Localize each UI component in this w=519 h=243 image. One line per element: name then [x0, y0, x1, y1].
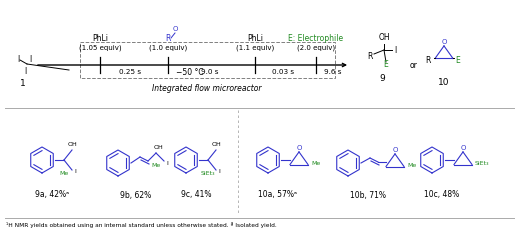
Text: O: O	[441, 39, 447, 45]
Text: Me: Me	[311, 160, 320, 165]
Text: 0.25 s: 0.25 s	[119, 69, 141, 75]
Text: I: I	[24, 67, 26, 76]
Bar	[80, 42, 335, 78]
Text: I: I	[218, 168, 220, 174]
Text: E: E	[384, 60, 388, 69]
Text: O: O	[296, 145, 302, 151]
Text: 9.6 s: 9.6 s	[324, 69, 342, 75]
Text: O: O	[460, 145, 466, 151]
Text: R: R	[166, 34, 171, 43]
Text: 9b, 62%: 9b, 62%	[120, 191, 152, 200]
Text: OH: OH	[211, 142, 221, 147]
Text: E: E	[456, 55, 460, 64]
Text: I: I	[166, 160, 168, 165]
Text: R: R	[425, 55, 431, 64]
Text: Me: Me	[59, 171, 69, 176]
Text: Me: Me	[407, 163, 416, 167]
Text: Integrated flow microreactor: Integrated flow microreactor	[152, 84, 262, 93]
Text: 9.0 s: 9.0 s	[201, 69, 218, 75]
Text: SiEt₃: SiEt₃	[201, 171, 215, 176]
Text: OH: OH	[378, 33, 390, 42]
Text: 10: 10	[438, 78, 450, 87]
Text: O: O	[392, 147, 398, 153]
Text: 10c, 48%: 10c, 48%	[425, 190, 460, 199]
Text: or: or	[410, 61, 418, 69]
Text: 0.03 s: 0.03 s	[272, 69, 294, 75]
Text: (1.0 equiv): (1.0 equiv)	[149, 44, 187, 51]
Text: 10a, 57%ᵃ: 10a, 57%ᵃ	[258, 190, 297, 199]
Text: (2.0 equiv): (2.0 equiv)	[297, 44, 335, 51]
Text: PhLi: PhLi	[92, 34, 108, 43]
Text: 9: 9	[379, 73, 385, 83]
Text: I: I	[30, 54, 32, 63]
Text: 9a, 42%ᵃ: 9a, 42%ᵃ	[35, 190, 69, 199]
Text: 1: 1	[20, 78, 26, 87]
Text: SiEt₃: SiEt₃	[475, 160, 489, 165]
Text: 10b, 71%: 10b, 71%	[350, 191, 386, 200]
Text: O: O	[172, 26, 177, 32]
Text: I: I	[394, 45, 396, 54]
Text: (1.05 equiv): (1.05 equiv)	[79, 44, 121, 51]
Text: I: I	[74, 168, 76, 174]
Text: OH: OH	[153, 145, 163, 150]
Text: (1.1 equiv): (1.1 equiv)	[236, 44, 274, 51]
Text: −50 °C: −50 °C	[176, 68, 204, 77]
Text: 9c, 41%: 9c, 41%	[181, 190, 211, 199]
Text: Me: Me	[152, 163, 160, 168]
Text: ¹H NMR yields obtained using an internal standard unless otherwise stated. ª Iso: ¹H NMR yields obtained using an internal…	[6, 222, 277, 228]
Text: I: I	[17, 54, 19, 63]
Text: E: Electrophile: E: Electrophile	[289, 34, 344, 43]
Text: PhLi: PhLi	[247, 34, 263, 43]
Text: OH: OH	[67, 142, 77, 147]
Text: R: R	[367, 52, 373, 61]
